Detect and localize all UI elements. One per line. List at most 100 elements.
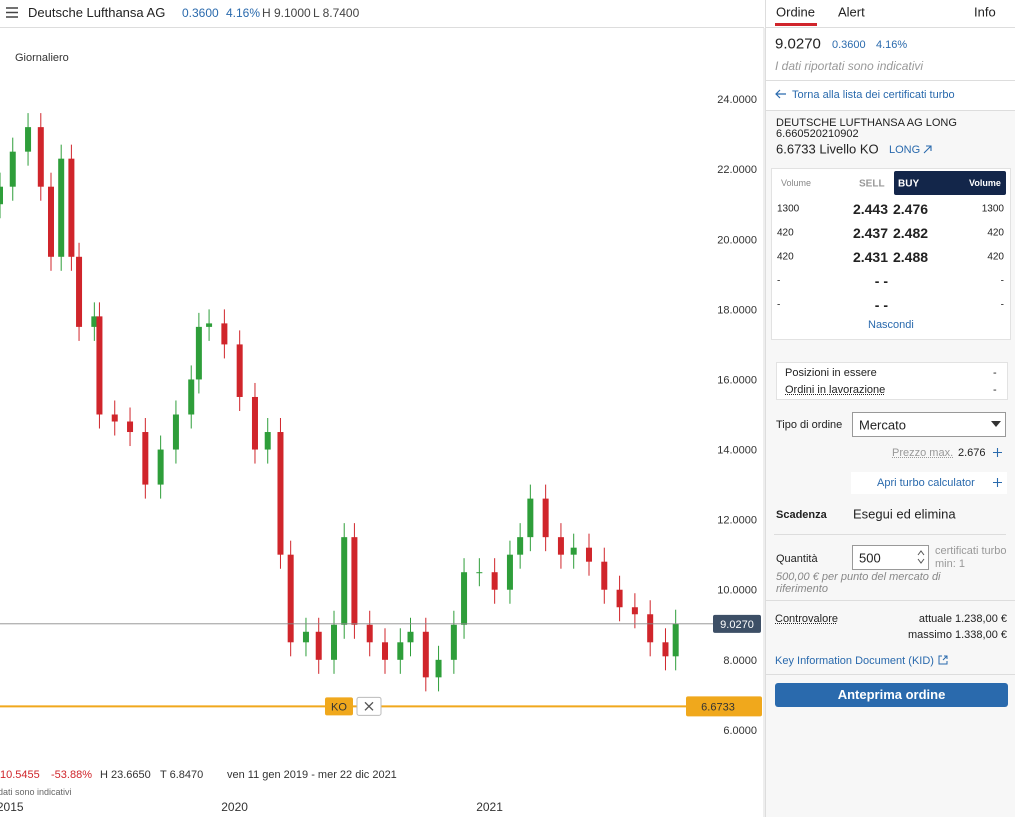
stat-range: ven 11 gen 2019 - mer 22 dic 2021 (227, 769, 397, 781)
hide-link[interactable]: Nascondi (868, 319, 914, 331)
candle-body (221, 323, 228, 345)
countervalue-current: attuale 1.238,00 € (918, 613, 1007, 625)
candle-body (397, 642, 404, 660)
candle-body (647, 614, 654, 643)
quantity-input[interactable] (852, 545, 929, 570)
change-pct: 4.16% (876, 39, 908, 51)
price: 9.0270 (775, 35, 821, 53)
candle-body (601, 561, 608, 590)
candle-body (517, 537, 524, 555)
quantity-unit: certificati turbo (935, 545, 1007, 557)
candle-body (25, 127, 32, 152)
y-tick-label: 22.0000 (717, 164, 757, 176)
tab-indicator (775, 23, 817, 26)
instrument-title: Deutsche Lufthansa AG (28, 5, 166, 20)
book-sell: - - (874, 297, 888, 313)
quantity-value: 500 (859, 550, 881, 566)
menu-icon[interactable] (6, 7, 18, 18)
plus-icon[interactable] (993, 448, 1002, 457)
spinner[interactable] (917, 549, 925, 565)
y-tick-label: 12.0000 (717, 515, 757, 527)
ko-price-tag (686, 696, 762, 717)
positions-box (776, 362, 1008, 400)
order-type-select[interactable] (852, 412, 1006, 437)
candle-body (557, 537, 564, 555)
quantity-label: Quantità (776, 553, 818, 565)
candle-body (157, 449, 164, 485)
calculator-link[interactable]: Apri turbo calculator (877, 477, 975, 489)
tab[interactable]: Ordine (776, 4, 816, 20)
book-sell: 2.437 (852, 225, 888, 241)
book-volume: - (777, 275, 781, 287)
y-tick-label: 16.0000 (717, 374, 757, 386)
stat-high: H 23.6650 (100, 769, 151, 781)
candle-body (341, 537, 348, 625)
candle-body (251, 396, 258, 450)
order-type-value: Mercato (859, 417, 906, 433)
candle-body (76, 256, 83, 327)
candle-body (527, 498, 534, 538)
chart-bg (0, 0, 765, 817)
max-price-value: 2.676 (958, 447, 986, 459)
book-header: Volume (781, 178, 812, 188)
quantity-min: min: 1 (935, 558, 965, 570)
header-high: H 9.1000 (262, 6, 311, 20)
product-code: 6.660520210902 (776, 128, 859, 140)
candle-body (585, 547, 592, 562)
x-tick-label: 2015 (0, 800, 24, 814)
last-price-label: 9.0270 (720, 619, 754, 631)
book-buy: 2.482 (893, 225, 929, 241)
header-low: L 8.7400 (313, 6, 360, 20)
y-tick-label: 20.0000 (717, 234, 757, 246)
kid-link[interactable]: Key Information Document (KID) (775, 655, 934, 667)
book-volume: 420 (777, 251, 794, 263)
candle-body (450, 624, 457, 660)
back-icon (775, 89, 786, 99)
book-volume: 420 (987, 227, 1004, 239)
countervalue-label: Controvalore (775, 613, 838, 625)
candle-body (315, 631, 322, 660)
candle-body (127, 421, 134, 433)
calculator-box[interactable] (851, 472, 1007, 494)
submit-button[interactable]: Anteprima ordine (775, 683, 1008, 707)
y-tick-label: 6.0000 (723, 725, 757, 737)
select-arrow (991, 421, 1001, 427)
back-link[interactable]: Torna alla lista dei certificati turbo (792, 89, 955, 101)
candle-body (195, 326, 202, 380)
book-header: BUY (898, 178, 920, 190)
book-volume: - (1000, 275, 1004, 287)
y-tick-label: 24.0000 (717, 94, 757, 106)
ko-price-label: 6.6733 (701, 701, 735, 713)
candle-body (47, 186, 54, 257)
y-tick-label: 18.0000 (717, 304, 757, 316)
candle-body (264, 432, 271, 450)
orders-label[interactable]: Ordini in lavorazione (785, 384, 886, 396)
candle-body (142, 432, 149, 485)
book-sell: 2.443 (852, 201, 888, 217)
stat-change: -53.88% (51, 769, 92, 781)
candle-body (0, 186, 3, 205)
ko-tag (325, 697, 353, 716)
y-tick-label: 14.0000 (717, 445, 757, 457)
header-change: 0.3600 (182, 6, 219, 20)
positions-label: Posizioni in essere (785, 367, 877, 379)
candle-body (236, 344, 243, 397)
candle-body (91, 316, 98, 327)
candle-body (491, 572, 498, 590)
stat-low: T 6.8470 (160, 769, 203, 781)
candle-body (570, 547, 577, 555)
book-buy: 2.476 (893, 201, 929, 217)
stat-note: dati sono indicativi (0, 787, 72, 797)
direction[interactable]: LONG (889, 144, 921, 156)
candle-body (407, 631, 414, 643)
candle-body (111, 414, 118, 422)
candle-body (96, 316, 103, 415)
tab[interactable]: Alert (838, 4, 865, 20)
buy-header-bg (894, 171, 1006, 195)
book-sell: 2.431 (852, 249, 888, 265)
quantity-note: 500,00 € per punto del mercato di riferi… (776, 571, 941, 595)
candle-body (68, 158, 75, 257)
candle-body (382, 642, 389, 660)
tab[interactable]: Info (974, 4, 996, 20)
